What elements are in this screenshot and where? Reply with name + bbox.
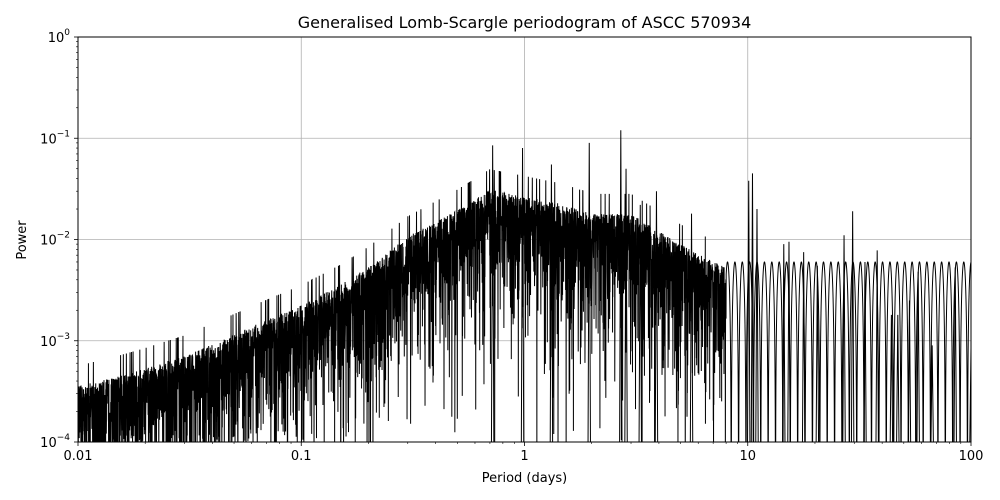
major-ticks [74,36,972,446]
x-axis-title: Period (days) [482,471,568,486]
periodogram-peak [850,211,855,442]
y-tick-label: 100 [48,28,71,46]
x-tick-label: 0.01 [64,449,93,464]
periodogram-peak [755,209,759,442]
y-tick-label: 10−4 [40,433,70,451]
x-tick-label: 1 [520,449,528,464]
periodogram-peak [654,191,659,442]
periodogram-peak [490,145,495,442]
periodogram-series [78,130,971,442]
periodogram-peak [801,252,806,442]
periodogram-peak [930,345,934,442]
periodogram-peak [875,250,879,442]
periodogram-peak [549,164,554,442]
periodogram-peak [782,244,786,442]
periodogram-peak [969,347,971,442]
periodogram-peak [747,180,751,442]
periodogram-peak [750,173,755,442]
y-tick-label: 10−1 [40,129,70,147]
x-tick-label: 10 [739,449,756,464]
periodogram-peak [953,267,957,442]
periodogram-peak [842,235,846,442]
periodogram-peak [916,271,920,442]
chart-title: Generalised Lomb-Scargle periodogram of … [298,13,752,32]
periodogram-peak [587,142,591,442]
periodogram-peak [907,300,912,442]
periodogram-peak [520,148,525,442]
periodogram-peak [787,241,791,442]
x-tick-label: 100 [959,449,984,464]
periodogram-peak [638,204,642,442]
periodogram-peak [863,261,867,442]
periodogram-peak [689,213,694,442]
periodogram-line [78,169,971,442]
plot-frame [77,36,972,443]
y-tick-labels: 10−4 10−3 10−2 10−1 100 [40,28,70,451]
periodogram-peak [896,314,900,442]
x-tick-label: 0.1 [291,449,312,464]
y-axis-title: Power [15,220,30,260]
periodogram-peak [619,130,623,442]
y-tick-label: 10−3 [40,332,70,350]
periodogram-peak [624,168,628,442]
y-tick-label: 10−2 [40,231,70,249]
x-tick-labels: 0.01 0.1 1 10 100 [64,449,984,464]
periodogram-peak [889,314,894,442]
periodogram-peak [815,265,820,442]
